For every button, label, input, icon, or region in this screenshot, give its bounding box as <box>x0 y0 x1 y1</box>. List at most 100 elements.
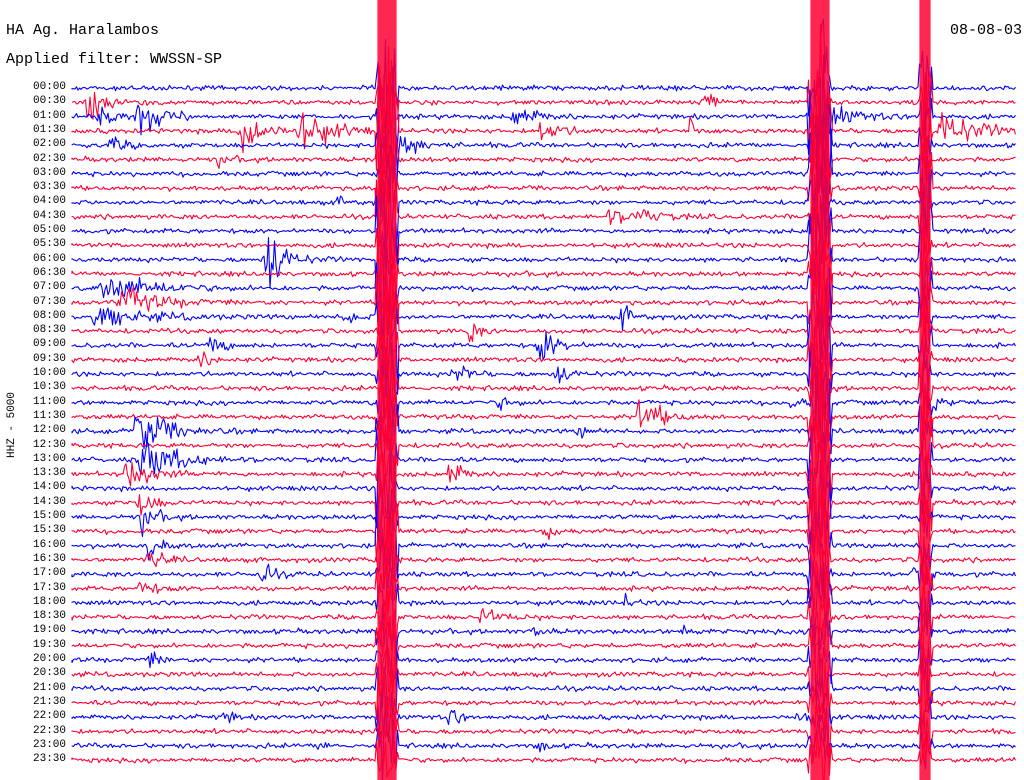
time-tick-label: 09:30 <box>33 352 67 365</box>
time-tick-label: 21:30 <box>33 695 67 708</box>
trace-row-0430 <box>71 158 1016 260</box>
time-tick-label: 13:00 <box>33 452 67 465</box>
time-tick-label: 23:00 <box>33 738 67 751</box>
trace-row-0330 <box>71 118 1016 248</box>
trace-row-0400 <box>71 127 1016 284</box>
time-tick-label: 06:00 <box>33 252 67 265</box>
trace-row-1130 <box>71 368 1016 458</box>
time-tick-label: 19:00 <box>33 624 67 637</box>
trace-row-0800 <box>71 279 1016 361</box>
trace-row-2300 <box>71 709 1016 780</box>
trace-row-0700 <box>71 239 1016 367</box>
time-tick-label: 04:00 <box>33 195 67 208</box>
time-tick-label: 16:30 <box>33 552 67 565</box>
time-tick-label: 08:00 <box>33 309 67 322</box>
trace-row-0930 <box>71 300 1016 410</box>
trace-row-2230 <box>71 700 1016 764</box>
trace-row-2330 <box>71 730 1016 780</box>
time-tick-label: 13:30 <box>33 467 67 480</box>
time-tick-label: 16:00 <box>33 538 67 551</box>
trace-row-0300 <box>71 114 1016 218</box>
time-tick-label: 02:00 <box>33 138 67 151</box>
trace-row-1930 <box>71 602 1016 687</box>
trace-row-2100 <box>71 657 1016 716</box>
time-tick-label: 15:30 <box>33 524 67 537</box>
trace-row-0130 <box>71 69 1017 189</box>
time-tick-label: 22:30 <box>33 724 67 737</box>
time-tick-label: 10:00 <box>33 367 67 379</box>
saturated-burst-3 <box>919 0 931 780</box>
time-tick-label: 20:00 <box>33 653 67 665</box>
time-tick-label: 23:30 <box>33 753 67 766</box>
time-tick-label: 18:30 <box>33 610 67 623</box>
trace-row-1900 <box>71 598 1016 661</box>
time-tick-label: 05:00 <box>33 224 67 236</box>
trace-row-0630 <box>71 234 1016 332</box>
trace-row-0730 <box>71 240 1016 341</box>
time-tick-label: 01:30 <box>33 123 67 136</box>
time-tick-label: 01:00 <box>33 109 67 122</box>
trace-row-1230 <box>71 389 1016 474</box>
trace-row-1100 <box>71 353 1016 443</box>
time-tick-label: 04:30 <box>33 209 67 222</box>
trace-row-1300 <box>71 425 1016 508</box>
time-tick-label: 08:30 <box>33 324 67 337</box>
trace-row-0100 <box>71 54 1016 183</box>
time-tick-label: 02:30 <box>33 152 67 165</box>
trace-row-0530 <box>71 180 1016 303</box>
trace-row-1600 <box>71 510 1016 590</box>
trace-row-1530 <box>71 494 1016 566</box>
time-tick-label: 00:00 <box>33 81 67 93</box>
saturated-burst-1 <box>377 0 397 780</box>
time-tick-label: 11:30 <box>33 409 67 422</box>
time-tick-label: 14:30 <box>33 495 67 508</box>
trace-row-1000 <box>71 331 1016 426</box>
trace-row-0830 <box>71 274 1016 392</box>
trace-row-1400 <box>71 437 1016 525</box>
time-tick-label: 22:00 <box>33 710 67 723</box>
trace-row-0500 <box>71 172 1016 265</box>
trace-row-1030 <box>71 317 1016 441</box>
time-tick-label: 21:00 <box>33 681 67 694</box>
saturated-burst-2 <box>810 0 830 780</box>
trace-row-1830 <box>71 573 1016 655</box>
time-tick-label: 12:00 <box>33 424 67 437</box>
trace-row-1330 <box>71 432 1016 518</box>
trace-row-2200 <box>71 689 1016 751</box>
time-tick-label: 05:30 <box>33 238 67 251</box>
filter-subtitle: Applied filter: WWSSN-SP <box>6 51 223 68</box>
date-label: 08-08-03 <box>949 22 1022 39</box>
time-tick-label: 03:30 <box>33 181 67 194</box>
time-tick-label: 15:00 <box>33 510 67 522</box>
trace-row-1200 <box>71 372 1016 465</box>
time-tick-label: 10:30 <box>33 381 67 394</box>
time-tick-label: 18:00 <box>33 595 67 608</box>
trace-row-2030 <box>71 643 1016 710</box>
trace-row-1500 <box>71 481 1016 548</box>
trace-row-0030 <box>71 23 1016 171</box>
trace-row-0900 <box>71 313 1016 391</box>
station-title: HA Ag. Haralambos <box>6 22 160 39</box>
time-tick-label: 17:30 <box>33 581 67 594</box>
time-tick-label: 11:00 <box>33 395 67 408</box>
trace-row-2130 <box>71 668 1017 733</box>
trace-row-0200 <box>71 91 1016 223</box>
trace-row-1630 <box>71 519 1016 586</box>
trace-row-1700 <box>71 527 1017 602</box>
trace-row-1800 <box>71 575 1016 641</box>
time-tick-label: 17:00 <box>33 567 67 580</box>
time-tick-label: 03:00 <box>33 166 67 179</box>
trace-row-0000 <box>71 18 1016 135</box>
trace-row-2000 <box>71 624 1016 708</box>
time-tick-label: 00:30 <box>33 95 67 108</box>
time-tick-label: 07:30 <box>33 295 67 308</box>
time-tick-label: 07:00 <box>33 281 67 294</box>
time-tick-label: 20:30 <box>33 667 67 680</box>
time-tick-label: 19:30 <box>33 638 67 651</box>
time-tick-label: 12:30 <box>33 438 67 451</box>
trace-row-0230 <box>71 96 1016 201</box>
time-tick-label: 09:00 <box>33 338 67 351</box>
time-tick-label: 14:00 <box>33 481 67 494</box>
trace-row-1430 <box>71 446 1016 556</box>
